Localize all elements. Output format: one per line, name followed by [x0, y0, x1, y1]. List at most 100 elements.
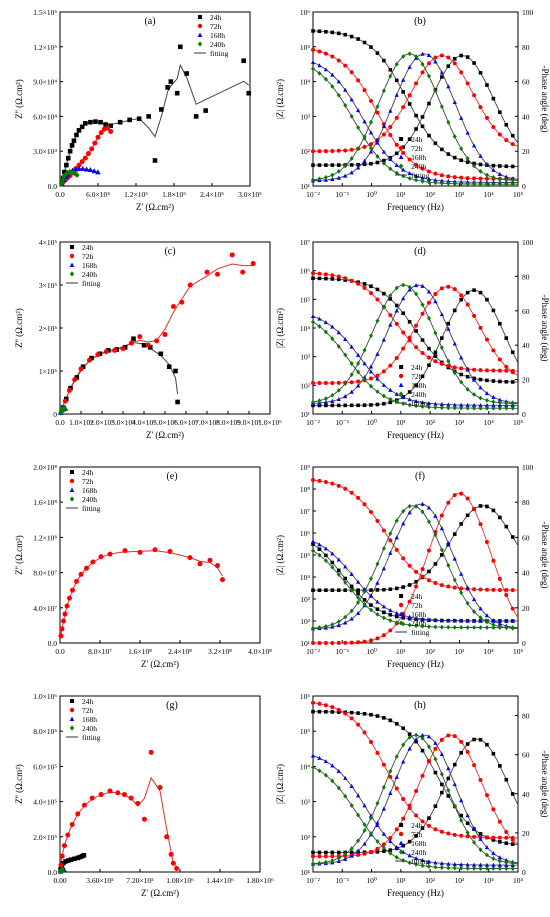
data-point [439, 178, 444, 183]
data-point [394, 754, 399, 759]
data-point [459, 751, 463, 755]
data-point [324, 588, 328, 592]
legend-label: 240h [82, 495, 97, 504]
data-point [330, 324, 335, 329]
data-point [413, 737, 419, 742]
data-point [420, 733, 425, 738]
data-point [324, 163, 328, 167]
data-point [459, 158, 463, 163]
legend-label: 240h [411, 848, 426, 857]
data-point [484, 613, 490, 618]
panel-label: (g) [166, 700, 178, 711]
data-point [491, 751, 496, 756]
data-point [414, 580, 418, 584]
data-point [388, 108, 393, 113]
data-point [336, 785, 341, 791]
data-point [246, 90, 252, 96]
data-point [349, 846, 354, 851]
data-point [420, 351, 425, 356]
data-point [485, 504, 489, 509]
data-point [504, 138, 509, 143]
data-point [168, 79, 174, 84]
data-point [498, 840, 502, 844]
data-point [362, 589, 367, 595]
data-point [343, 580, 348, 585]
data-point [401, 401, 406, 407]
data-point [349, 850, 354, 855]
y-tick-label: 10⁴ [300, 78, 311, 87]
data-point [452, 370, 457, 376]
data-point [472, 839, 477, 845]
data-point [349, 403, 354, 408]
data-point [388, 125, 393, 130]
data-point [401, 150, 406, 155]
data-point [317, 854, 322, 859]
data-point [401, 616, 405, 620]
data-point [330, 172, 335, 178]
data-point [323, 67, 328, 72]
data-point [91, 168, 97, 174]
data-point [330, 163, 335, 167]
data-point [491, 851, 496, 856]
data-point [215, 271, 220, 277]
data-point [407, 171, 412, 176]
data-point [65, 155, 71, 161]
data-point [510, 535, 515, 539]
y-tick-label: 10⁵ [300, 727, 311, 736]
data-point [433, 354, 438, 358]
data-point [439, 180, 444, 186]
data-point [446, 733, 451, 738]
data-point [478, 377, 483, 382]
data-point [375, 611, 380, 617]
data-point [317, 640, 322, 645]
x-tick-label: 10³ [455, 876, 466, 885]
data-point [433, 291, 438, 296]
data-point [504, 181, 509, 187]
x-tick-label: 1.80×10⁶ [246, 876, 274, 885]
data-point [323, 759, 328, 764]
data-point [484, 793, 489, 798]
data-point [381, 604, 386, 609]
data-point [472, 609, 477, 614]
data-point [174, 90, 180, 96]
y-tick-label: 10⁵ [300, 43, 311, 52]
data-point [61, 618, 66, 624]
data-point [426, 169, 431, 174]
y2-tick-label: 100 [522, 8, 534, 17]
y-tick-label: 10¹ [300, 410, 310, 419]
data-point [317, 403, 322, 408]
data-point [356, 369, 361, 375]
y-tick-label: 10³ [300, 353, 311, 362]
data-point [62, 611, 68, 617]
data-point [349, 34, 354, 39]
y2-tick-label: 40 [522, 112, 530, 121]
data-point [433, 532, 438, 538]
data-point [420, 616, 425, 621]
data-point [471, 597, 477, 602]
data-point [356, 165, 361, 170]
data-point [343, 32, 348, 37]
data-point [65, 832, 71, 838]
data-point [375, 137, 380, 142]
data-point [368, 815, 373, 821]
data-point [64, 162, 69, 168]
data-point [394, 391, 399, 396]
data-point [70, 470, 74, 474]
data-point [452, 308, 457, 313]
data-point [311, 149, 315, 154]
data-point [459, 146, 464, 152]
data-point [317, 163, 322, 167]
data-point [398, 602, 404, 608]
x-tick-label: 10⁴ [484, 418, 495, 427]
data-point [478, 606, 483, 611]
data-point [478, 615, 483, 621]
x-tick-label: 10⁻¹ [335, 876, 349, 885]
data-point [446, 794, 451, 798]
data-point [471, 862, 477, 867]
data-point [330, 84, 335, 89]
data-point [375, 140, 380, 145]
x-axis-label: Z' (Ω.cm²) [141, 659, 179, 669]
data-point [452, 155, 457, 160]
data-point [452, 624, 457, 630]
data-point [343, 352, 348, 358]
